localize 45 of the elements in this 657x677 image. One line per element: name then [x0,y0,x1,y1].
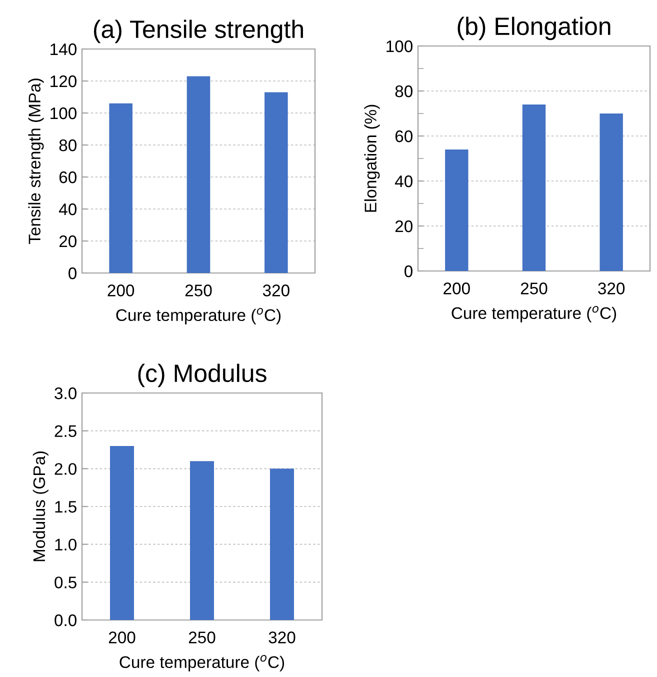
y-tick-label: 2.5 [54,425,76,438]
y-tick-label: 0 [68,267,76,280]
bar [522,104,546,271]
x-axis-title: Cure temperature ($^{o}$C) [120,654,284,672]
y-tick-label: 2.0 [54,463,76,475]
y-tick-label: 40 [58,203,76,216]
x-tick-label: 250 [185,284,212,296]
x-tick-label: 320 [262,284,290,296]
x-tick-label: 250 [520,282,548,294]
bar [264,92,288,273]
y-tick-label: 100 [50,107,76,120]
y-tick-label: 0.5 [54,576,76,588]
y-tick-label: 80 [395,85,412,98]
x-tick-label: 250 [188,632,216,644]
y-tick-label: 1.0 [55,538,76,551]
bar [600,114,623,271]
y-tick-label: 100 [386,40,412,52]
y-tick-label: 20 [395,220,412,232]
x-tick-label: 200 [108,284,134,296]
y-axis-title: Tensile strength (MPa) [28,78,44,244]
bar [445,150,468,271]
y-tick-label: 140 [50,43,76,56]
x-tick-label: 320 [268,632,296,644]
x-tick-label: 320 [598,282,625,294]
y-axis-title: Elongation (%) [364,104,380,212]
y-tick-label: 60 [59,171,76,184]
y-tick-label: 1.5 [55,501,76,513]
y-tick-label: 0 [404,265,412,278]
bar [109,103,132,273]
y-tick-label: 80 [59,139,76,152]
x-axis-title: Cure temperature ($^{o}$C) [116,308,281,324]
x-tick-label: 200 [444,282,470,294]
x-tick-label: 200 [108,632,136,644]
y-tick-label: 60 [395,130,412,142]
chart-title: (b) Elongation [458,16,610,40]
y-tick-label: 0.0 [54,614,76,626]
y-tick-label: 120 [50,75,76,88]
chart-title: (a) Tensile strength [94,20,303,44]
y-tick-label: 3.0 [54,387,76,400]
y-axis-title: Modulus (GPa) [32,451,48,562]
chart-title: (c) Modulus [138,364,266,388]
bar [186,76,210,273]
x-axis-title: Cure temperature ($^{o}$C) [452,306,616,322]
y-tick-label: 20 [59,235,76,248]
y-tick-label: 40 [394,175,412,188]
